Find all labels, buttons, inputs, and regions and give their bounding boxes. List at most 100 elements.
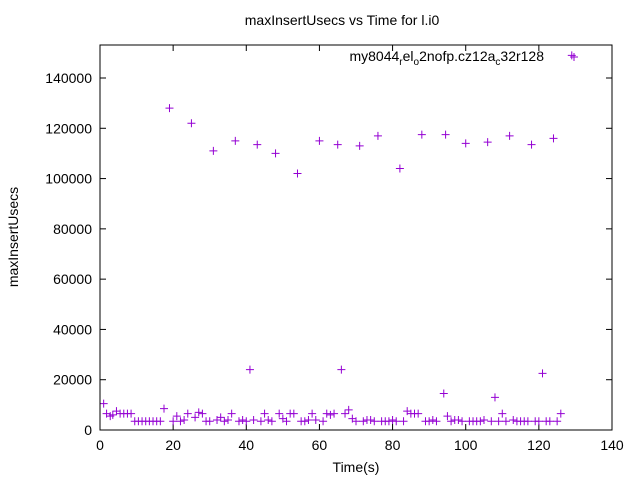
data-point: [216, 413, 225, 422]
legend-marker-icon: [570, 53, 578, 61]
data-point: [275, 409, 284, 418]
x-tick-label: 100: [454, 437, 478, 453]
data-point: [304, 415, 313, 424]
y-tick-label: 120000: [45, 120, 92, 136]
data-point: [253, 140, 262, 149]
data-point: [498, 409, 507, 418]
data-point: [205, 417, 214, 426]
data-point: [187, 119, 196, 128]
data-point: [523, 417, 532, 426]
data-point: [180, 415, 189, 424]
data-point: [242, 417, 251, 426]
data-point: [337, 365, 346, 374]
data-point: [264, 415, 273, 424]
x-tick-label: 20: [165, 437, 181, 453]
data-point: [238, 415, 247, 424]
data-point: [224, 415, 232, 424]
data-point: [417, 130, 426, 139]
data-point: [355, 141, 364, 150]
data-point: [366, 415, 375, 424]
data-point: [490, 393, 499, 402]
x-tick-label: 80: [385, 437, 401, 453]
data-point: [476, 417, 485, 426]
data-point: [326, 410, 335, 419]
data-point: [370, 417, 379, 426]
data-point: [567, 51, 576, 60]
axis-ticks: 0 20 40 60 80 100 120 140 0 20000 40000 60000 80000 1…: [45, 45, 624, 453]
y-tick-label: 60000: [53, 271, 92, 287]
data-point: [231, 136, 240, 145]
data-point: [534, 417, 543, 426]
data-point: [99, 399, 108, 408]
data-point: [156, 417, 165, 426]
data-point: [289, 409, 298, 418]
data-point: [256, 417, 265, 426]
data-points: [99, 51, 576, 426]
data-point: [315, 136, 324, 145]
data-point: [428, 415, 437, 424]
data-point: [311, 415, 320, 424]
data-point: [191, 413, 200, 422]
legend-marker: [570, 53, 578, 61]
y-tick-label: 80000: [53, 221, 92, 237]
data-point: [447, 417, 456, 426]
data-point: [322, 409, 331, 418]
data-point: [483, 138, 492, 147]
data-point: [234, 417, 243, 426]
data-point: [220, 417, 229, 426]
data-point: [461, 139, 470, 148]
y-tick-label: 140000: [45, 70, 92, 86]
data-point: [344, 405, 353, 414]
data-point: [176, 417, 185, 426]
data-point: [260, 409, 269, 418]
y-tick-label: 0: [84, 422, 92, 438]
y-tick-label: 100000: [45, 171, 92, 187]
data-point: [169, 417, 178, 426]
data-point: [249, 415, 258, 424]
data-point: [341, 409, 350, 418]
data-point: [487, 417, 496, 426]
data-point: [439, 389, 448, 398]
data-point: [245, 365, 254, 374]
y-tick-label: 40000: [53, 321, 92, 337]
data-point: [300, 417, 309, 426]
data-point: [538, 369, 547, 378]
data-point: [194, 408, 203, 417]
data-point: [108, 410, 117, 419]
x-tick-label: 40: [238, 437, 254, 453]
data-point: [501, 417, 510, 426]
data-point: [319, 417, 328, 426]
data-point: [160, 404, 168, 413]
chart-title: maxInsertUsecs vs Time for l.i0: [245, 12, 440, 28]
data-point: [373, 131, 382, 140]
data-point: [198, 409, 207, 418]
data-point: [330, 409, 339, 418]
data-point: [392, 417, 401, 426]
data-point: [388, 415, 397, 424]
data-point: [333, 140, 342, 149]
x-tick-label: 140: [600, 437, 624, 453]
data-point: [271, 149, 280, 158]
data-point: [209, 146, 218, 155]
data-point: [395, 164, 404, 173]
data-point: [172, 412, 181, 421]
data-point: [227, 409, 236, 418]
data-point: [505, 131, 514, 140]
legend-label: my8044relo2nofp.cz12ac32r128: [349, 48, 544, 68]
data-point: [545, 417, 554, 426]
data-point: [267, 417, 276, 426]
data-point: [458, 417, 467, 426]
legend: my8044relo2nofp.cz12ac32r128: [349, 48, 578, 68]
data-point: [293, 169, 302, 178]
x-tick-label: 120: [527, 437, 551, 453]
x-tick-label: 0: [96, 437, 104, 453]
data-point: [454, 415, 463, 424]
data-point: [425, 417, 434, 426]
data-point: [352, 417, 360, 426]
data-point: [127, 409, 136, 418]
data-point: [308, 409, 317, 418]
x-tick-label: 60: [312, 437, 328, 453]
data-point: [282, 417, 291, 426]
data-point: [165, 104, 174, 113]
